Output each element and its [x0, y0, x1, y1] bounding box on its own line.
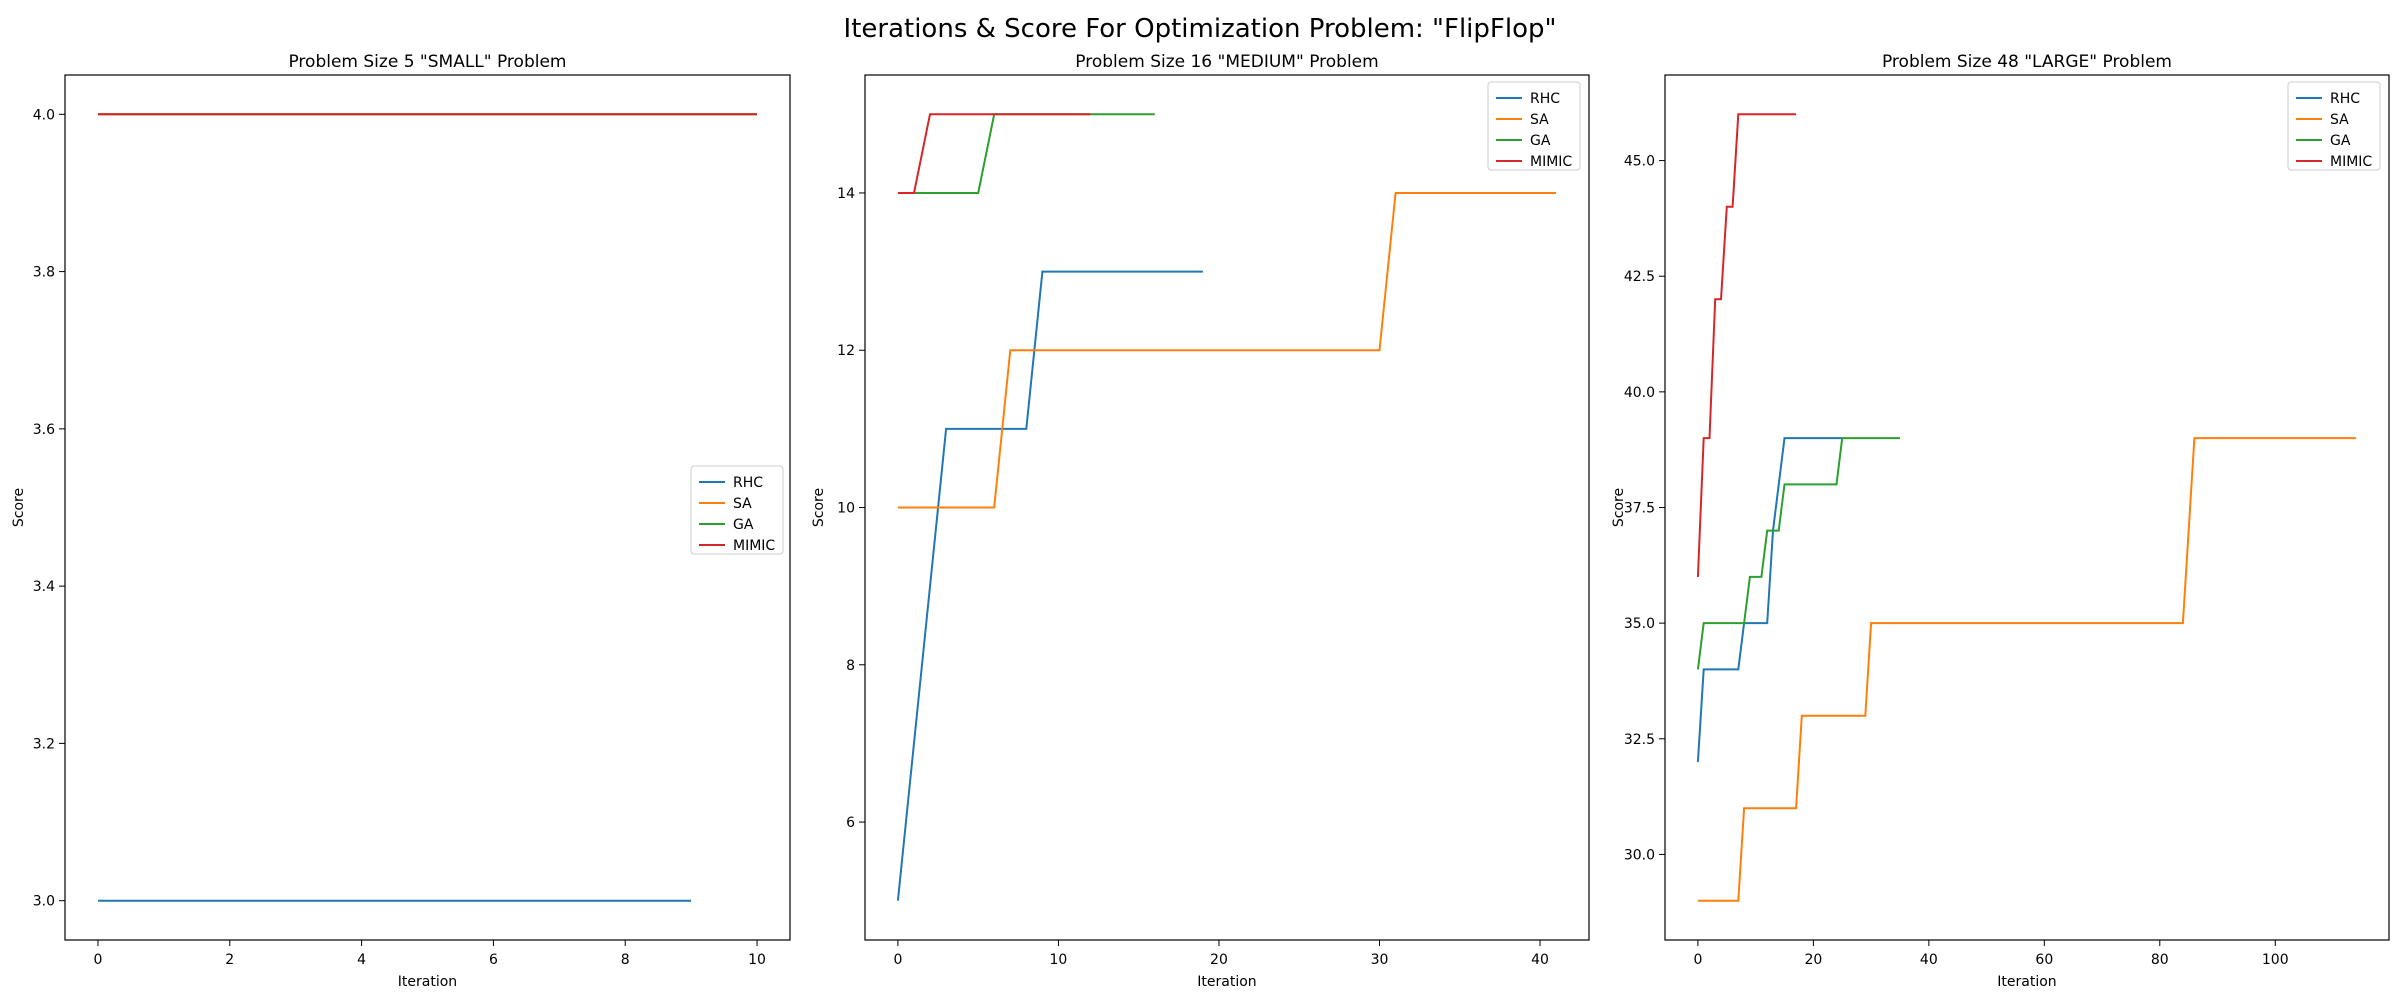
legend-box	[1487, 81, 1581, 171]
legend-label-rhc: RHC	[733, 475, 763, 491]
x-tick-label: 6	[489, 952, 498, 968]
y-tick-label: 45.0	[1624, 154, 1655, 170]
y-tick-label: 6	[846, 815, 855, 831]
y-tick-label: 3.8	[33, 265, 55, 281]
y-axis-label: Score	[811, 488, 827, 527]
chart-panel-1: Problem Size 5 "SMALL" Problem 0 2 4 6 8 10 3.0…	[11, 52, 791, 990]
y-tick-label: 40.0	[1624, 385, 1655, 401]
legend-label-ga: GA	[733, 517, 754, 533]
legend-box	[690, 465, 784, 555]
y-tick-label: 37.5	[1624, 501, 1655, 517]
y-tick-label: 30.0	[1624, 847, 1655, 863]
legend-label-sa: SA	[733, 496, 752, 512]
legend-label-sa: SA	[1530, 112, 1549, 128]
y-tick-label: 42.5	[1624, 269, 1655, 285]
x-tick-label: 2	[225, 952, 234, 968]
legend-label-rhc: RHC	[1530, 91, 1560, 107]
x-tick-label: 60	[2035, 952, 2053, 968]
subplot-title: Problem Size 16 "MEDIUM" Problem	[1075, 52, 1378, 72]
series-line-mimic	[1696, 113, 1797, 577]
y-tick-label: 4.0	[33, 107, 55, 123]
series-line-mimic	[897, 113, 1091, 194]
x-tick-label: 10	[1050, 952, 1068, 968]
y-tick-label: 3.4	[33, 579, 55, 595]
x-tick-label: 20	[1210, 952, 1228, 968]
y-tick-label: 3.6	[33, 422, 55, 438]
x-tick-label: 4	[357, 952, 366, 968]
x-axis-label: Iteration	[398, 974, 457, 990]
series-line-sa	[1697, 437, 2357, 902]
x-tick-label: 20	[1804, 952, 1822, 968]
axes-frame	[864, 74, 1590, 941]
subplot-title: Problem Size 48 "LARGE" Problem	[1882, 52, 2172, 72]
y-tick-label: 10	[837, 501, 855, 517]
axes-frame	[64, 74, 791, 941]
x-tick-label: 30	[1371, 952, 1389, 968]
chart-panel-2: Problem Size 16 "MEDIUM" Problem 0 10 20 30 4…	[811, 52, 1590, 990]
x-tick-label: 0	[893, 952, 902, 968]
legend-label-rhc: RHC	[2330, 91, 2360, 107]
y-axis-label: Score	[1611, 488, 1627, 527]
y-tick-label: 12	[837, 343, 855, 359]
series-line-ga	[1696, 437, 1900, 670]
x-tick-label: 40	[1920, 952, 1938, 968]
series-line-ga	[897, 113, 1155, 194]
legend: RHC SA GA MIMIC	[690, 465, 784, 555]
legend: RHC SA GA MIMIC	[1487, 81, 1581, 171]
x-tick-label: 80	[2151, 952, 2169, 968]
y-tick-label: 8	[846, 658, 855, 674]
legend-label-mimic: MIMIC	[2330, 154, 2372, 170]
y-tick-label: 32.5	[1624, 732, 1655, 748]
y-tick-label: 35.0	[1624, 616, 1655, 632]
legend-label-sa: SA	[2330, 112, 2349, 128]
legend-label-ga: GA	[1530, 133, 1551, 149]
x-tick-label: 100	[2262, 952, 2289, 968]
x-tick-label: 40	[1531, 952, 1549, 968]
y-axis-label: Score	[11, 488, 27, 527]
series-line-sa	[897, 192, 1557, 509]
legend: RHC SA GA MIMIC	[2287, 81, 2381, 171]
y-tick-label: 14	[837, 186, 855, 202]
subplot-title: Problem Size 5 "SMALL" Problem	[288, 52, 566, 72]
chart-panel-3: Problem Size 48 "LARGE" Problem 0 20 40 60 80…	[1611, 52, 2390, 990]
axes-frame	[1664, 74, 2390, 941]
series-line-rhc	[1696, 437, 1843, 762]
y-tick-label: 3.0	[33, 894, 55, 910]
legend-label-mimic: MIMIC	[1530, 154, 1572, 170]
legend-label-ga: GA	[2330, 133, 2351, 149]
y-tick-label: 3.2	[33, 736, 55, 752]
x-axis-label: Iteration	[1197, 974, 1256, 990]
x-tick-label: 0	[93, 952, 102, 968]
legend-box	[2287, 81, 2381, 171]
x-tick-label: 10	[748, 952, 766, 968]
figure-title: Iterations & Score For Optimization Prob…	[843, 14, 1557, 44]
series-line-rhc	[896, 270, 1203, 901]
legend-label-mimic: MIMIC	[733, 538, 775, 554]
x-axis-label: Iteration	[1997, 974, 2056, 990]
x-tick-label: 0	[1693, 952, 1702, 968]
x-tick-label: 8	[621, 952, 630, 968]
